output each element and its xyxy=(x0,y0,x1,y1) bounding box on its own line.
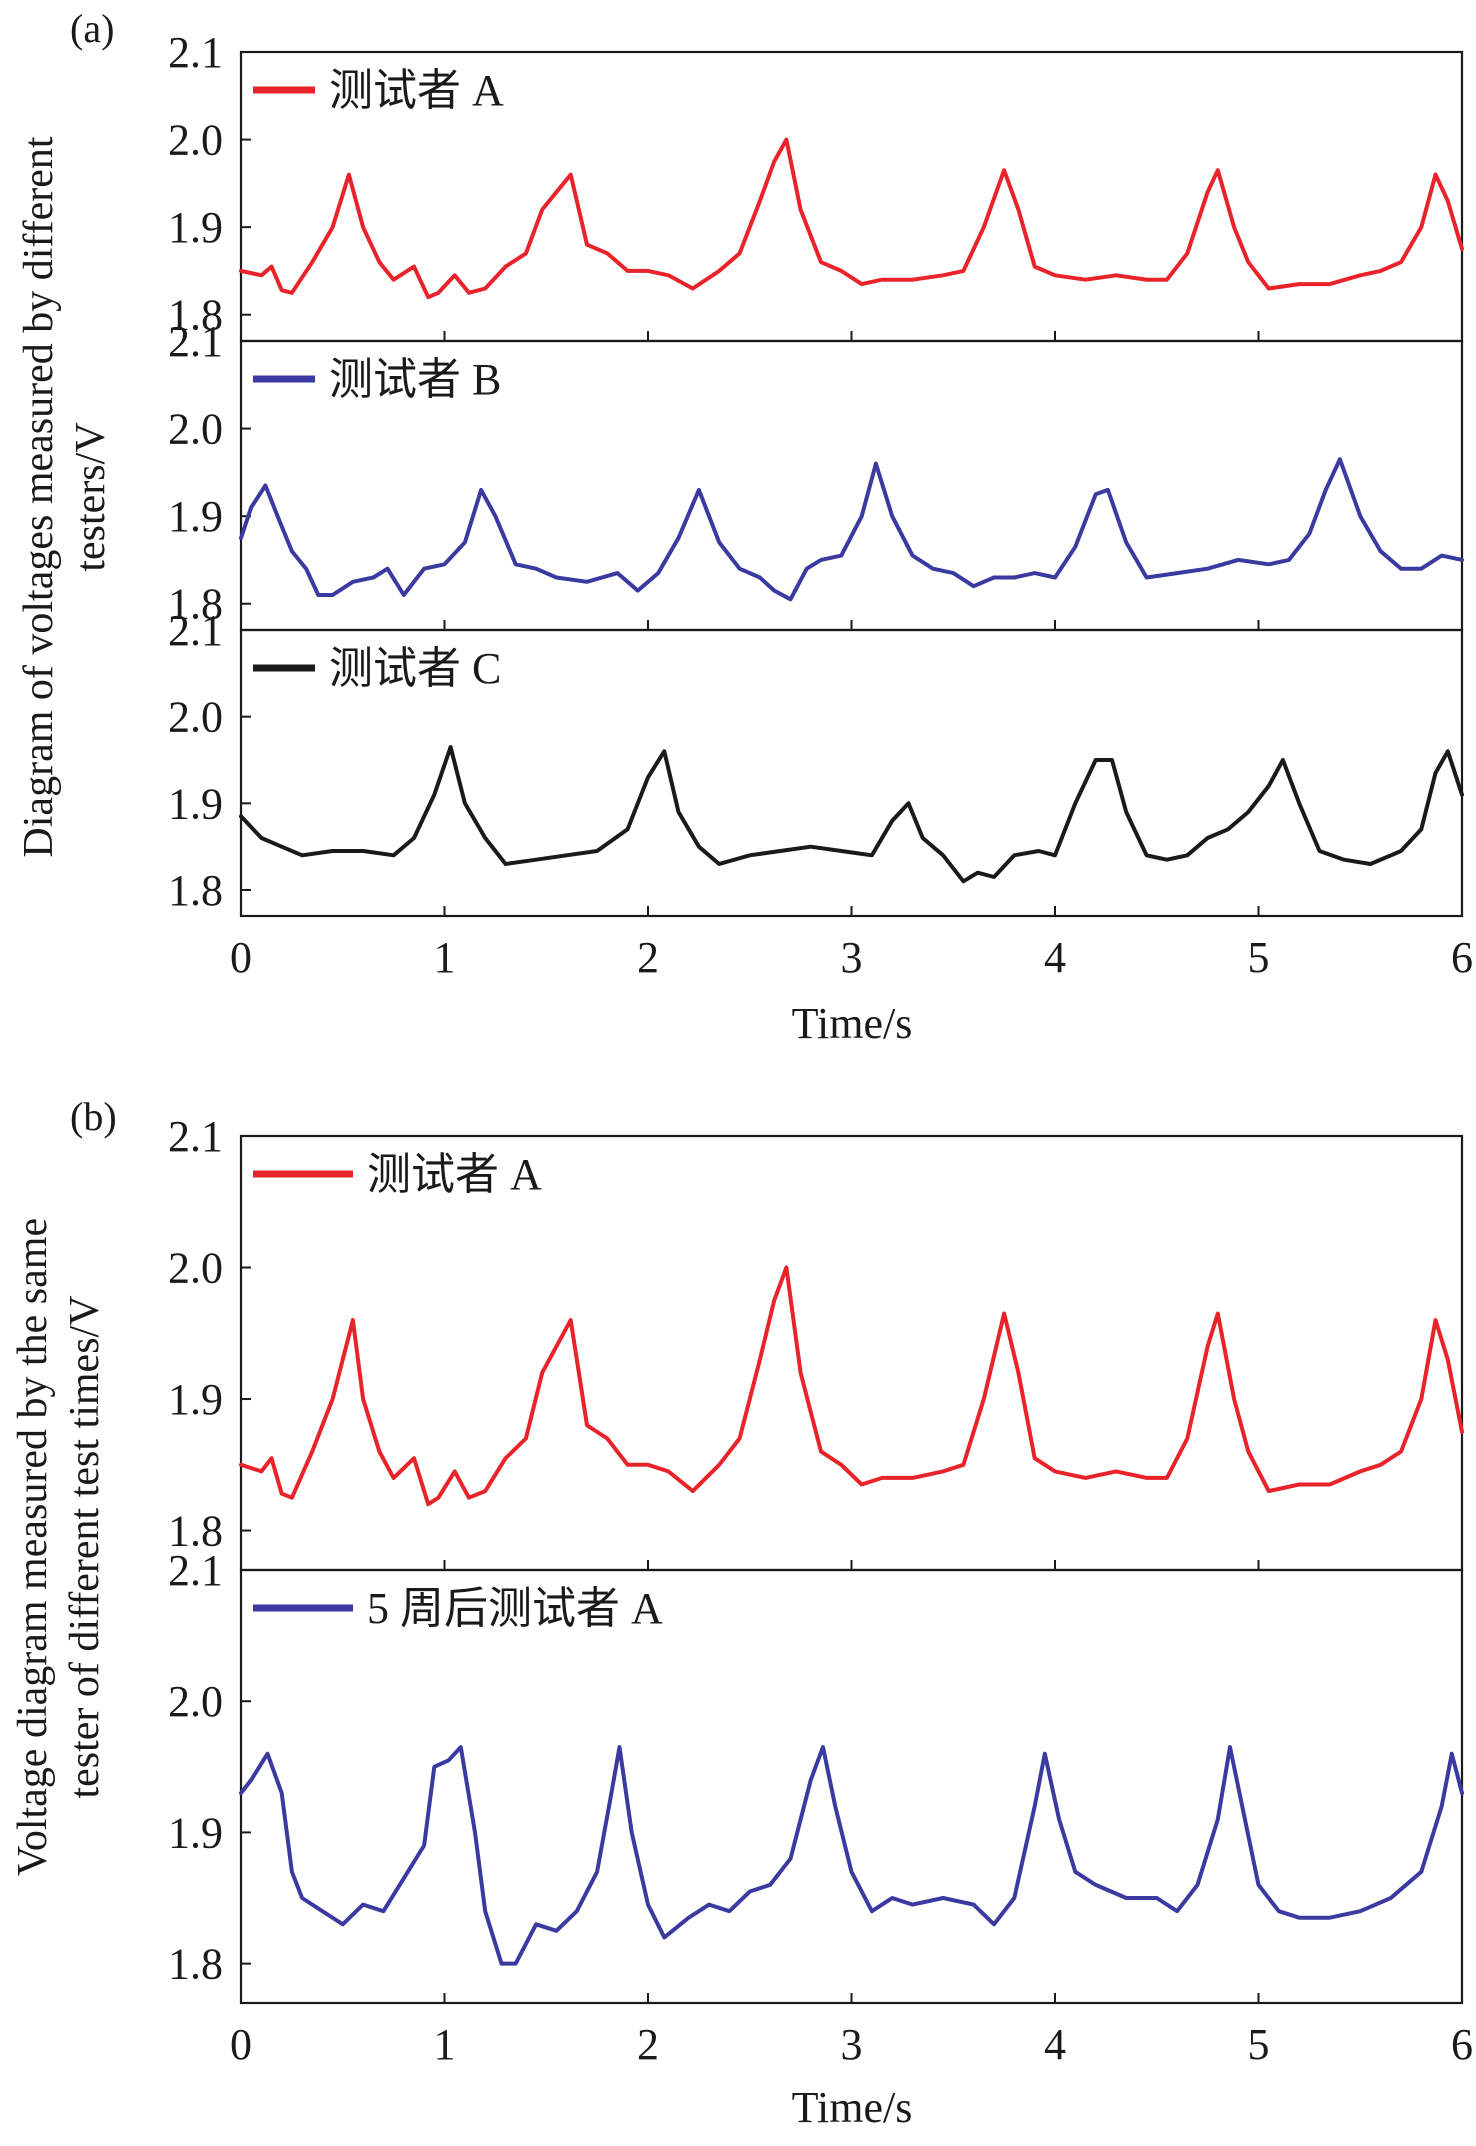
panel-b-tag: (b) xyxy=(70,1094,117,1139)
subplot-a-3: 0 1 2 3 4 5 6 1.8 1.9 2.0 2.1 测试者 C xyxy=(168,606,1473,982)
legend-label: 测试者 A xyxy=(367,1150,542,1199)
series-line xyxy=(239,457,1464,602)
y-tick-label: 2.1 xyxy=(168,1546,223,1595)
y-tick-label: 2.0 xyxy=(168,1244,223,1293)
x-tick-label: 3 xyxy=(841,933,863,982)
legend-label: 测试者 A xyxy=(329,66,504,115)
y-tick-label: 1.9 xyxy=(168,1808,223,1857)
panel-a-xlabel: Time/s xyxy=(792,999,913,1048)
y-tick-label: 2.1 xyxy=(168,606,223,655)
series-line xyxy=(239,1745,1464,1966)
panel-b-ylabel-line1: Voltage diagram measured by the same xyxy=(10,1218,56,1876)
plot-frame xyxy=(239,1134,1464,1572)
x-tick-label: 4 xyxy=(1044,2020,1066,2069)
legend-label: 5 周后测试者 A xyxy=(367,1584,663,1633)
x-tick-label: 2 xyxy=(637,2020,659,2069)
y-tick-label: 2.0 xyxy=(168,693,223,742)
y-tick-label: 1.9 xyxy=(168,779,223,828)
x-tick-label: 6 xyxy=(1451,933,1473,982)
y-tick-label: 1.9 xyxy=(168,492,223,541)
series-line xyxy=(239,137,1464,300)
legend-label: 测试者 B xyxy=(329,355,501,404)
subplot-b-1: 1.8 1.9 2.0 2.1 测试者 A xyxy=(168,1112,1464,1572)
y-tick-label: 2.1 xyxy=(168,1112,223,1161)
subplot-b-2: 0 1 2 3 4 5 6 1.8 1.9 2.0 2.1 5 周后测试者 A xyxy=(168,1546,1473,2069)
panel-a-ylabel-line2: testers/V xyxy=(68,422,114,571)
x-tick-label: 6 xyxy=(1451,2020,1473,2069)
series-line xyxy=(239,1265,1464,1507)
panel-b-ylabel-line2: tester of different test times/V xyxy=(62,1295,108,1798)
x-tick-label: 4 xyxy=(1044,933,1066,982)
y-tick-label: 1.8 xyxy=(168,1940,223,1989)
panel-b: (b) Voltage diagram measured by the same… xyxy=(10,1094,912,2132)
x-tick-label: 3 xyxy=(841,2020,863,2069)
subplot-a-2: 1.8 1.9 2.0 2.1 测试者 B xyxy=(168,317,1464,632)
y-tick-label: 1.8 xyxy=(168,866,223,915)
panel-a-ylabel: Diagram of voltages measured by differen… xyxy=(16,136,114,857)
y-tick-label: 1.8 xyxy=(168,291,223,340)
y-tick-label: 1.8 xyxy=(168,580,223,629)
series-line xyxy=(239,745,1464,884)
panel-b-ylabel: Voltage diagram measured by the same tes… xyxy=(10,1218,108,1876)
y-tick-label: 1.8 xyxy=(168,1507,223,1556)
panel-a: (a) Diagram of voltages measured by diff… xyxy=(16,6,912,1048)
y-tick-label: 2.1 xyxy=(168,317,223,366)
y-tick-label: 1.9 xyxy=(168,1375,223,1424)
y-tick-label: 2.0 xyxy=(168,405,223,454)
panel-a-tag: (a) xyxy=(70,6,114,51)
legend-label: 测试者 C xyxy=(329,644,501,693)
x-tick-label: 0 xyxy=(230,2020,252,2069)
x-tick-label: 1 xyxy=(434,2020,456,2069)
subplot-a-1: 1.8 1.9 2.0 2.1 测试者 A xyxy=(168,28,1464,343)
x-tick-label: 5 xyxy=(1248,933,1270,982)
x-tick-label: 0 xyxy=(230,933,252,982)
y-tick-label: 2.0 xyxy=(168,116,223,165)
x-tick-label: 1 xyxy=(434,933,456,982)
plot-frame xyxy=(239,1568,1464,2005)
y-tick-label: 1.9 xyxy=(168,203,223,252)
plots: 1.8 1.9 2.0 2.1 测试者 A 1.8 1.9 2.0 2.1 测试者 B 0 1 2 3 4 5… xyxy=(168,28,1473,2069)
y-tick-label: 2.1 xyxy=(168,28,223,77)
x-tick-label: 5 xyxy=(1248,2020,1270,2069)
x-tick-label: 2 xyxy=(637,933,659,982)
panel-a-ylabel-line1: Diagram of voltages measured by differen… xyxy=(16,136,62,857)
panel-b-xlabel: Time/s xyxy=(792,2083,913,2132)
y-tick-label: 2.0 xyxy=(168,1677,223,1726)
